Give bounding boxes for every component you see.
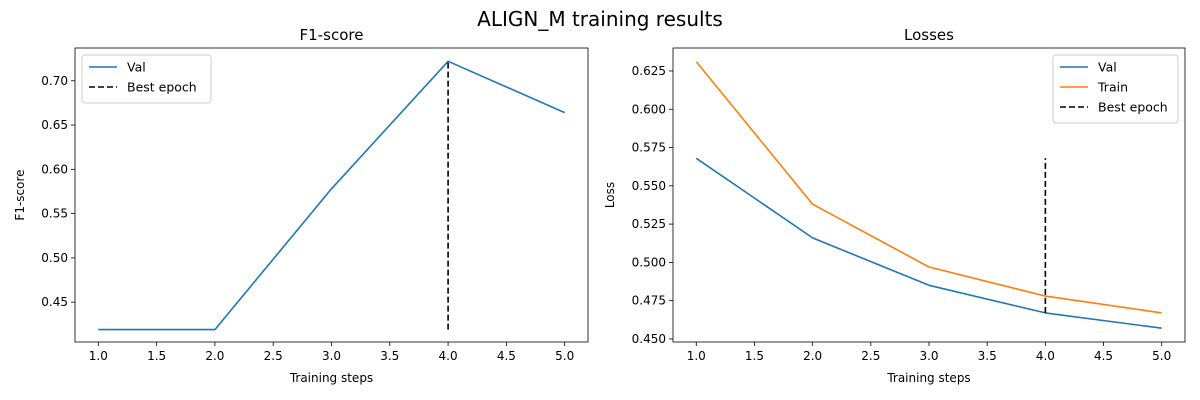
losses-y-tick-label: 0.575 bbox=[632, 141, 666, 155]
f1-x-tick-label: 4.0 bbox=[439, 349, 458, 363]
losses-legend: Val Train Best epoch bbox=[1052, 54, 1179, 124]
f1-legend-label-val: Val bbox=[127, 60, 146, 75]
f1-series-val-line bbox=[98, 60, 566, 331]
f1-legend-label-best-epoch: Best epoch bbox=[127, 80, 197, 95]
f1-plot-title: F1-score bbox=[300, 26, 364, 44]
losses-y-tick-label: 0.500 bbox=[632, 255, 666, 269]
losses-x-tick-label: 5.0 bbox=[1152, 349, 1171, 363]
losses-legend-label-val: Val bbox=[1098, 60, 1117, 75]
f1-x-tick-label: 2.0 bbox=[205, 349, 224, 363]
f1-legend: Val Best epoch bbox=[81, 54, 212, 104]
losses-plot-title: Losses bbox=[904, 26, 954, 44]
figure-suptitle: ALIGN_M training results bbox=[477, 7, 723, 31]
f1-y-tick-label: 0.50 bbox=[41, 251, 68, 265]
losses-x-tick-label: 3.5 bbox=[978, 349, 997, 363]
losses-legend-label-best-epoch: Best epoch bbox=[1098, 100, 1168, 115]
losses-axes-frame bbox=[672, 47, 1186, 343]
losses-x-axis-title: Training steps bbox=[886, 371, 970, 385]
losses-y-tick-label: 0.550 bbox=[632, 179, 666, 193]
losses-x-tick-label: 3.0 bbox=[919, 349, 938, 363]
losses-x-tick-label: 1.0 bbox=[687, 349, 706, 363]
f1-x-tick-label: 1.0 bbox=[89, 349, 108, 363]
f1-y-axis-title: F1-score bbox=[13, 169, 27, 220]
losses-series-train-line bbox=[695, 61, 1162, 314]
f1-y-tick-label: 0.45 bbox=[41, 295, 68, 309]
losses-panel: Losses 1.0 1.5 2.0 2.5 3.0 3.5 4.0 4.5 5.0 0.450 0.… bbox=[603, 26, 1186, 385]
f1-x-tick-label: 3.0 bbox=[322, 349, 341, 363]
f1-score-panel: F1-score 1.0 1.5 2.0 2.5 3.0 3.5 4.0 4.5 5.0 0.45 0… bbox=[13, 26, 589, 385]
f1-x-tick-label: 1.5 bbox=[147, 349, 166, 363]
losses-x-tick-label: 2.5 bbox=[861, 349, 880, 363]
losses-x-tick-label: 1.5 bbox=[745, 349, 764, 363]
losses-x-tick-label: 2.0 bbox=[803, 349, 822, 363]
losses-legend-box bbox=[1052, 54, 1179, 124]
f1-y-tick-label: 0.60 bbox=[41, 162, 68, 176]
losses-series-val-line bbox=[695, 157, 1162, 329]
losses-y-tick-label: 0.525 bbox=[632, 217, 666, 231]
f1-y-tick-label: 0.70 bbox=[41, 74, 68, 88]
losses-legend-label-train: Train bbox=[1097, 80, 1128, 95]
f1-y-tick-label: 0.55 bbox=[41, 207, 68, 221]
losses-y-tick-label: 0.475 bbox=[632, 294, 666, 308]
f1-x-tick-label: 4.5 bbox=[497, 349, 516, 363]
f1-x-tick-label: 5.0 bbox=[555, 349, 574, 363]
losses-y-tick-label: 0.450 bbox=[632, 332, 666, 346]
losses-y-axis-title: Loss bbox=[603, 182, 617, 208]
f1-x-axis-title: Training steps bbox=[289, 371, 373, 385]
f1-x-tick-label: 2.5 bbox=[264, 349, 283, 363]
losses-y-tick-label: 0.625 bbox=[632, 64, 666, 78]
losses-x-tick-label: 4.5 bbox=[1094, 349, 1113, 363]
f1-y-tick-label: 0.65 bbox=[41, 118, 68, 132]
f1-x-tick-label: 3.5 bbox=[380, 349, 399, 363]
losses-x-tick-label: 4.0 bbox=[1036, 349, 1055, 363]
losses-y-tick-label: 0.600 bbox=[632, 102, 666, 116]
f1-axes-frame bbox=[74, 47, 589, 343]
